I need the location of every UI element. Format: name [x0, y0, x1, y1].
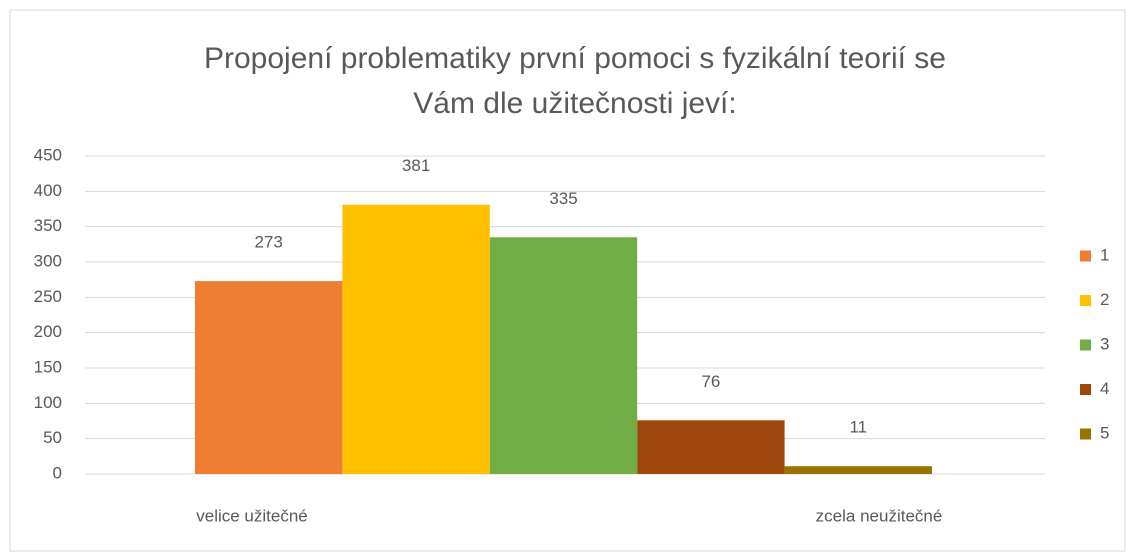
y-tick-label: 100 — [34, 393, 62, 412]
y-tick-label: 450 — [34, 145, 62, 164]
data-label: 11 — [849, 418, 867, 437]
data-label: 381 — [402, 156, 430, 175]
y-tick-label: 200 — [34, 322, 62, 341]
y-tick-label: 150 — [34, 357, 62, 376]
data-label: 76 — [701, 372, 720, 391]
legend-swatch — [1080, 384, 1091, 395]
y-tick-label: 0 — [53, 463, 62, 482]
bar — [637, 420, 785, 474]
legend-swatch — [1080, 250, 1091, 262]
bar — [489, 237, 638, 474]
y-tick-label: 350 — [34, 216, 62, 235]
legend-label: 4 — [1100, 379, 1109, 398]
legend-label: 2 — [1100, 290, 1109, 309]
data-label: 273 — [255, 233, 283, 252]
bar — [342, 204, 490, 474]
y-tick-label: 50 — [43, 428, 62, 447]
legend-swatch — [1080, 339, 1091, 351]
chart-title: Propojení problematiky první pomoci s fy… — [204, 42, 946, 75]
bar — [195, 281, 343, 474]
legend-swatch — [1080, 428, 1091, 440]
legend-label: 5 — [1100, 423, 1109, 442]
legend-label: 3 — [1100, 334, 1109, 353]
x-annotation: zcela neužitečné — [816, 506, 943, 525]
legend-label: 1 — [1100, 245, 1109, 264]
data-label: 335 — [549, 189, 577, 208]
chart-title: Vám dle užitečnosti jeví: — [413, 87, 736, 120]
x-annotation: velice užitečné — [196, 506, 308, 525]
y-tick-label: 400 — [34, 181, 62, 200]
bar — [784, 466, 932, 474]
y-tick-label: 300 — [34, 251, 62, 270]
legend-swatch — [1080, 295, 1091, 306]
y-tick-label: 250 — [34, 287, 62, 306]
